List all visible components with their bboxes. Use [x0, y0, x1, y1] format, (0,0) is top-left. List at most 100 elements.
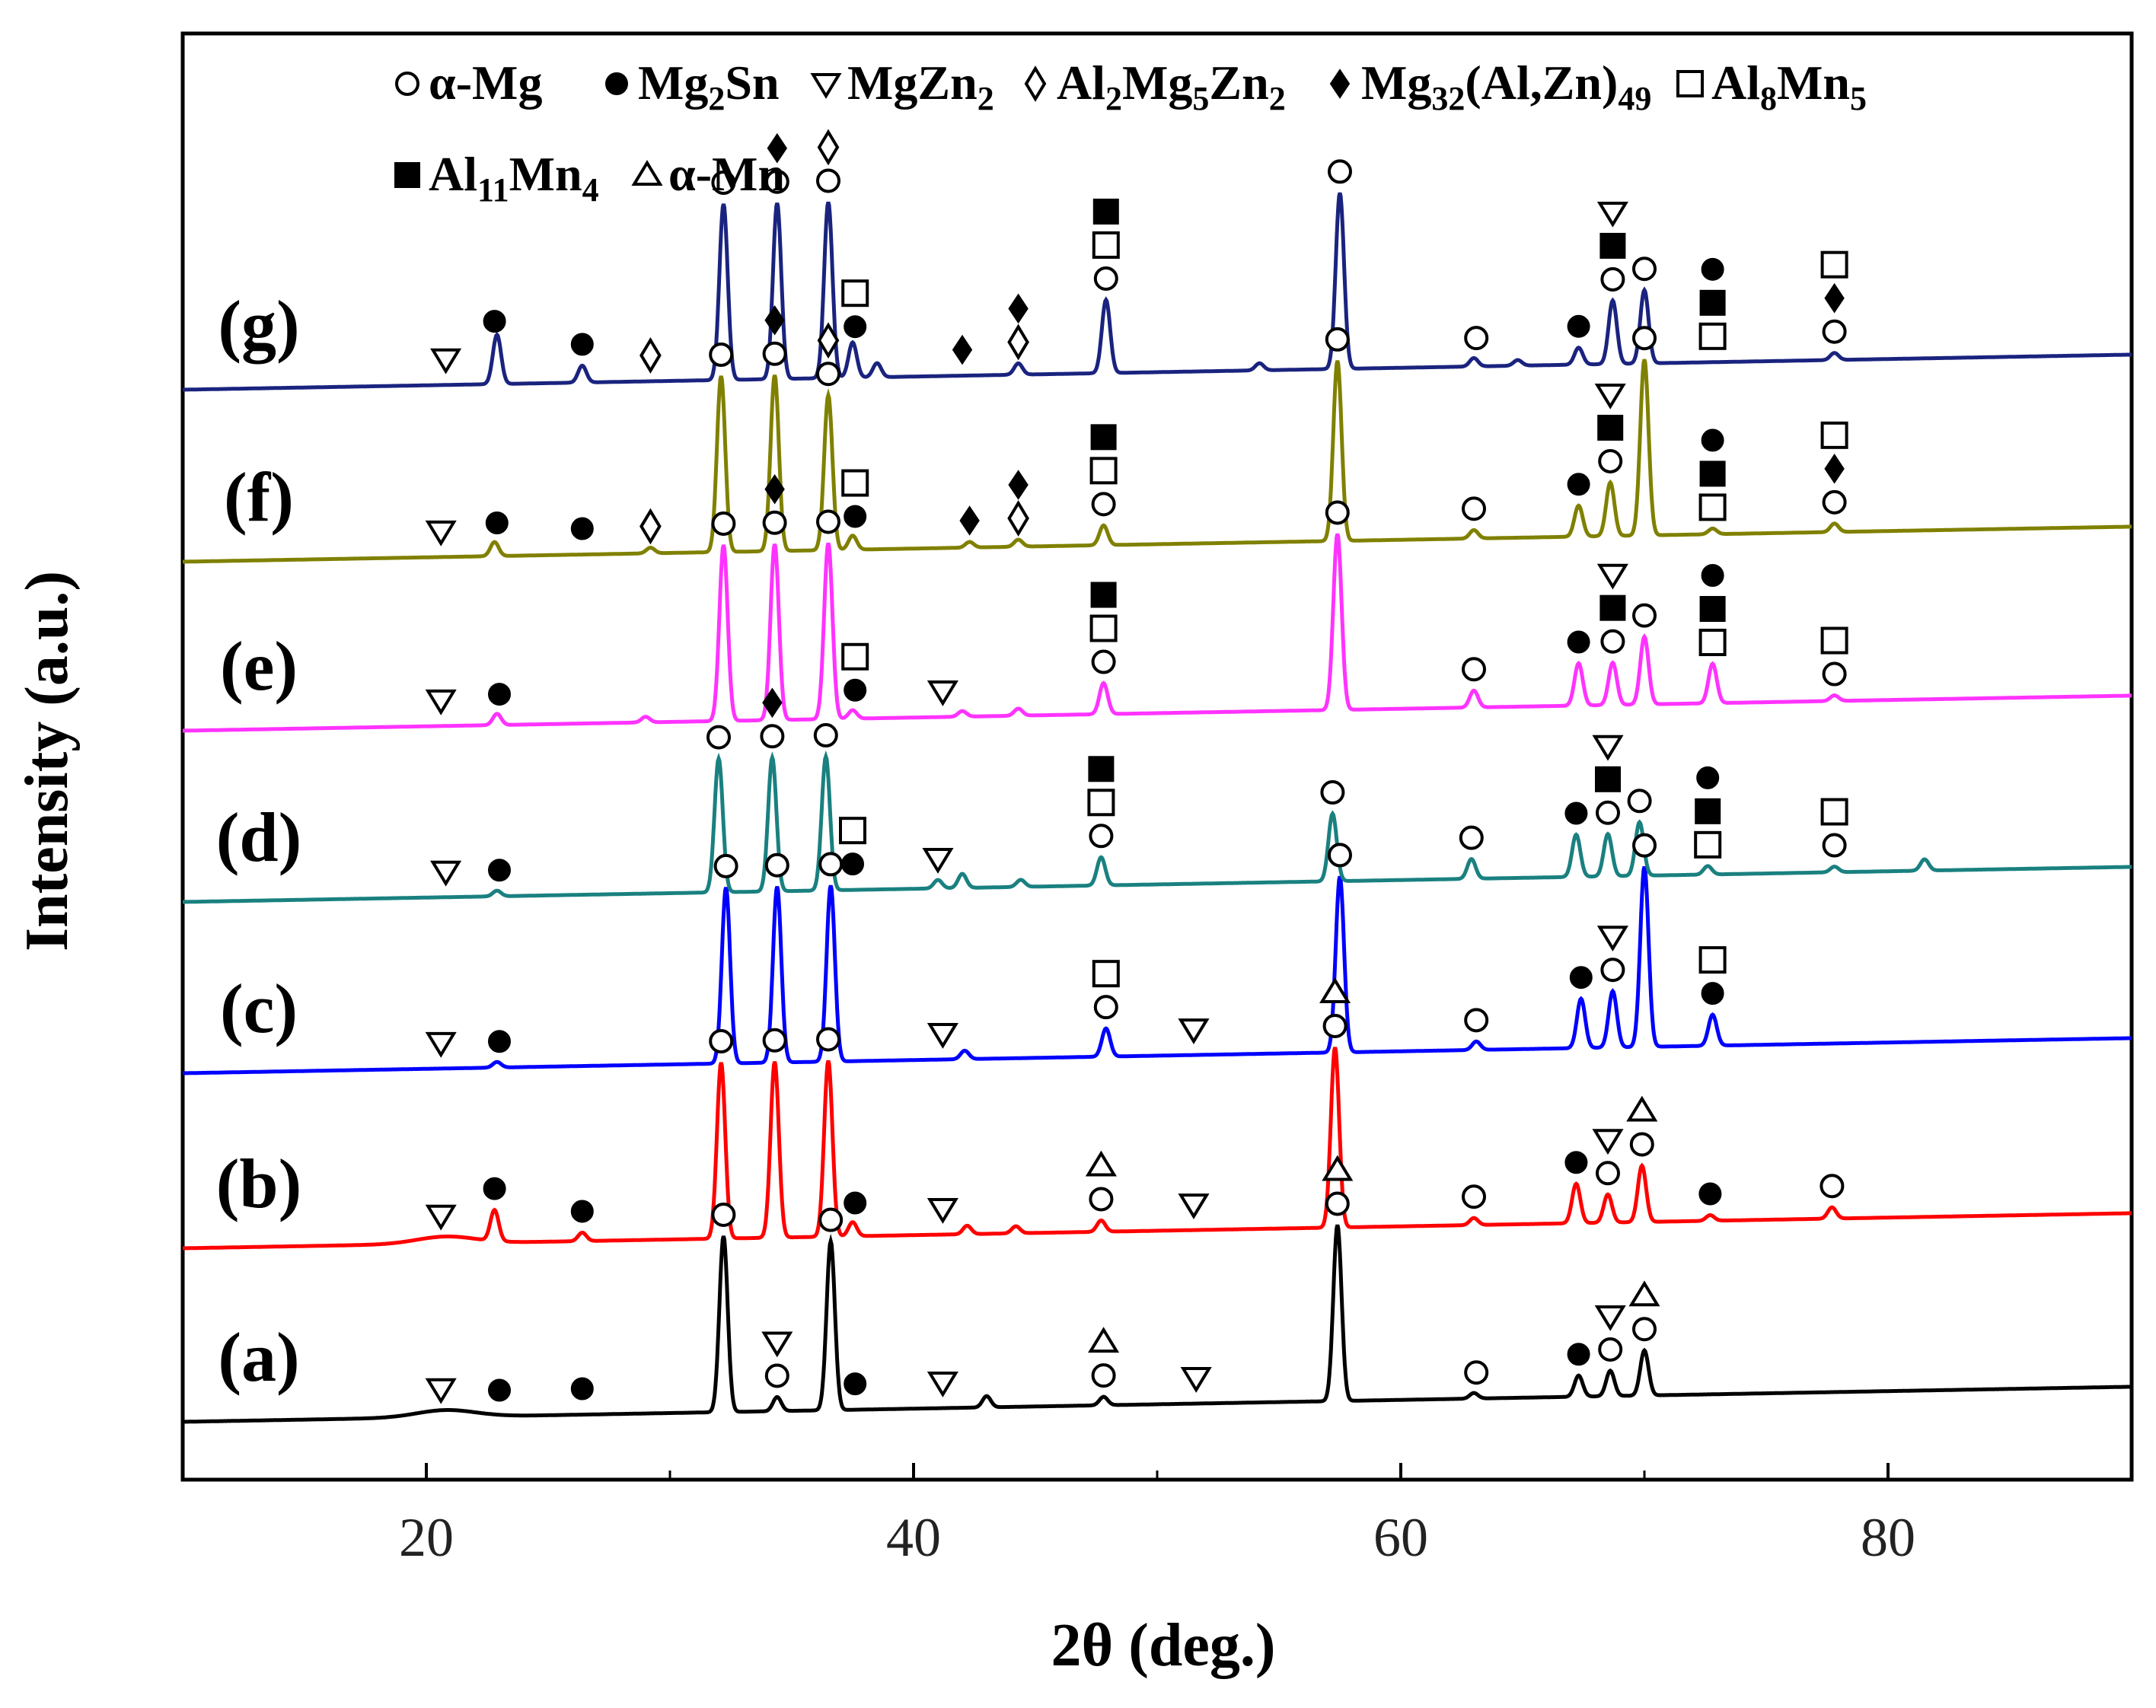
marker-α-Mg	[1824, 492, 1845, 513]
x-tick-label-40: 40	[886, 1507, 941, 1568]
marker-α-Mg	[1634, 605, 1655, 626]
series-line-a	[183, 1225, 2132, 1422]
marker-MgZn2	[930, 682, 955, 703]
legend-label-MgZn2: MgZn2	[847, 56, 994, 117]
marker-α-Mg	[708, 727, 729, 748]
legend-label-Al11Mn4: Al11Mn4	[429, 147, 599, 209]
marker-MgZn2	[1595, 737, 1621, 758]
marker-Al2Mg5Zn2	[819, 132, 837, 162]
marker-α-Mg	[1096, 268, 1117, 289]
marker-MgZn2	[1181, 1195, 1207, 1216]
legend-symbol-Al11Mn4	[395, 163, 419, 187]
marker-Al2Mg5Zn2	[1009, 503, 1028, 534]
marker-Mg2Sn	[842, 853, 863, 875]
marker-α-Mg	[1602, 269, 1623, 290]
marker-α-Mg	[764, 343, 786, 365]
marker-Mg2Sn	[844, 1193, 866, 1214]
marker-Mg2Sn	[572, 1378, 593, 1400]
marker-α-Mg	[820, 1209, 841, 1231]
marker-Al11Mn4	[1701, 597, 1725, 621]
marker-Mg32(Al,Zn)49	[961, 507, 979, 534]
marker-α-Mg	[710, 344, 732, 365]
marker-α-Mg	[1090, 825, 1111, 846]
marker-α-Mg	[713, 513, 734, 534]
curve-label-f: (f)	[224, 458, 294, 536]
marker-α-Mg	[1631, 1133, 1653, 1155]
marker-α-Mg	[1824, 321, 1845, 343]
legend-symbol-α-Mn	[634, 163, 660, 184]
legend-symbol-Al8Mn5	[1678, 72, 1702, 96]
marker-α-Mg	[1821, 1175, 1842, 1197]
marker-α-Mg	[1629, 790, 1650, 811]
legend-symbol-Mg32(Al,Zn)49	[1331, 70, 1349, 97]
marker-Al11Mn4	[1094, 199, 1118, 224]
legend-symbol-α-Mg	[397, 73, 418, 94]
marker-α-Mg	[767, 855, 788, 876]
marker-Al8Mn5	[1701, 948, 1725, 972]
marker-Al8Mn5	[1094, 233, 1118, 257]
marker-MgZn2	[428, 691, 454, 712]
marker-Mg32(Al,Zn)49	[1826, 455, 1844, 483]
marker-Mg2Sn	[1568, 473, 1590, 495]
marker-α-Mg	[1329, 844, 1351, 865]
legend: α-MgMg2SnMgZn2Al2Mg5Zn2Mg32(Al,Zn)49Al8M…	[395, 56, 1867, 209]
marker-MgZn2	[428, 1206, 454, 1228]
marker-Mg2Sn	[844, 1373, 866, 1394]
marker-Al8Mn5	[1823, 800, 1847, 824]
marker-α-Mg	[1597, 1162, 1619, 1184]
marker-Mg2Sn	[1699, 1183, 1721, 1204]
marker-Mg2Sn	[486, 512, 508, 534]
marker-Mg2Sn	[1697, 767, 1718, 789]
marker-Al8Mn5	[1092, 617, 1116, 641]
marker-MgZn2	[1599, 203, 1625, 225]
marker-Al11Mn4	[1701, 461, 1725, 486]
y-axis-title: Intensity (a.u.)	[14, 571, 81, 951]
marker-α-Mg	[764, 1030, 786, 1051]
marker-Al8Mn5	[840, 818, 865, 843]
marker-α-Mg	[1093, 652, 1115, 673]
marker-α-Mg	[818, 170, 839, 191]
marker-α-Mg	[1599, 1339, 1621, 1360]
marker-α-Mg	[1327, 329, 1348, 350]
marker-MgZn2	[925, 849, 951, 871]
marker-Al8Mn5	[843, 281, 867, 305]
marker-Mg2Sn	[1702, 429, 1724, 451]
marker-Mg32(Al,Zn)49	[1826, 285, 1844, 312]
marker-MgZn2	[930, 1373, 955, 1394]
marker-Al8Mn5	[1094, 961, 1118, 986]
plot-frame	[183, 33, 2132, 1480]
marker-Al11Mn4	[1600, 596, 1625, 620]
marker-Mg2Sn	[1568, 631, 1590, 652]
marker-Mg2Sn	[489, 1380, 510, 1401]
marker-Mg2Sn	[489, 859, 510, 881]
marker-Mg32(Al,Zn)49	[1009, 471, 1028, 499]
marker-α-Mg	[1634, 1318, 1655, 1340]
x-tick-label-60: 60	[1373, 1507, 1428, 1568]
marker-α-Mg	[1325, 1015, 1346, 1037]
marker-MgZn2	[428, 1380, 454, 1401]
marker-Mg2Sn	[844, 680, 866, 701]
marker-Al8Mn5	[843, 471, 867, 496]
curve-label-a: (a)	[218, 1318, 299, 1396]
marker-MgZn2	[764, 1333, 790, 1354]
marker-MgZn2	[1595, 1130, 1621, 1152]
marker-Al11Mn4	[1596, 767, 1620, 792]
marker-MgZn2	[1597, 1307, 1623, 1328]
marker-Al11Mn4	[1089, 757, 1113, 781]
marker-Mg2Sn	[1568, 316, 1590, 337]
marker-Al11Mn4	[1600, 234, 1625, 258]
marker-MgZn2	[1599, 927, 1625, 948]
marker-Al8Mn5	[1092, 458, 1116, 483]
marker-α-Mg	[1463, 498, 1485, 519]
marker-α-Mg	[764, 512, 786, 534]
marker-Al11Mn4	[1598, 416, 1622, 440]
marker-α-Mg	[1329, 161, 1351, 182]
marker-Mg2Sn	[1568, 1343, 1590, 1365]
legend-symbol-Al2Mg5Zn2	[1026, 69, 1045, 99]
marker-MgZn2	[1599, 566, 1625, 587]
marker-α-Mg	[1466, 1009, 1487, 1031]
marker-MgZn2	[428, 1034, 454, 1055]
marker-Al11Mn4	[1695, 799, 1720, 824]
marker-Al8Mn5	[1701, 630, 1725, 655]
legend-label-α-Mn: α-Mn	[668, 147, 785, 201]
